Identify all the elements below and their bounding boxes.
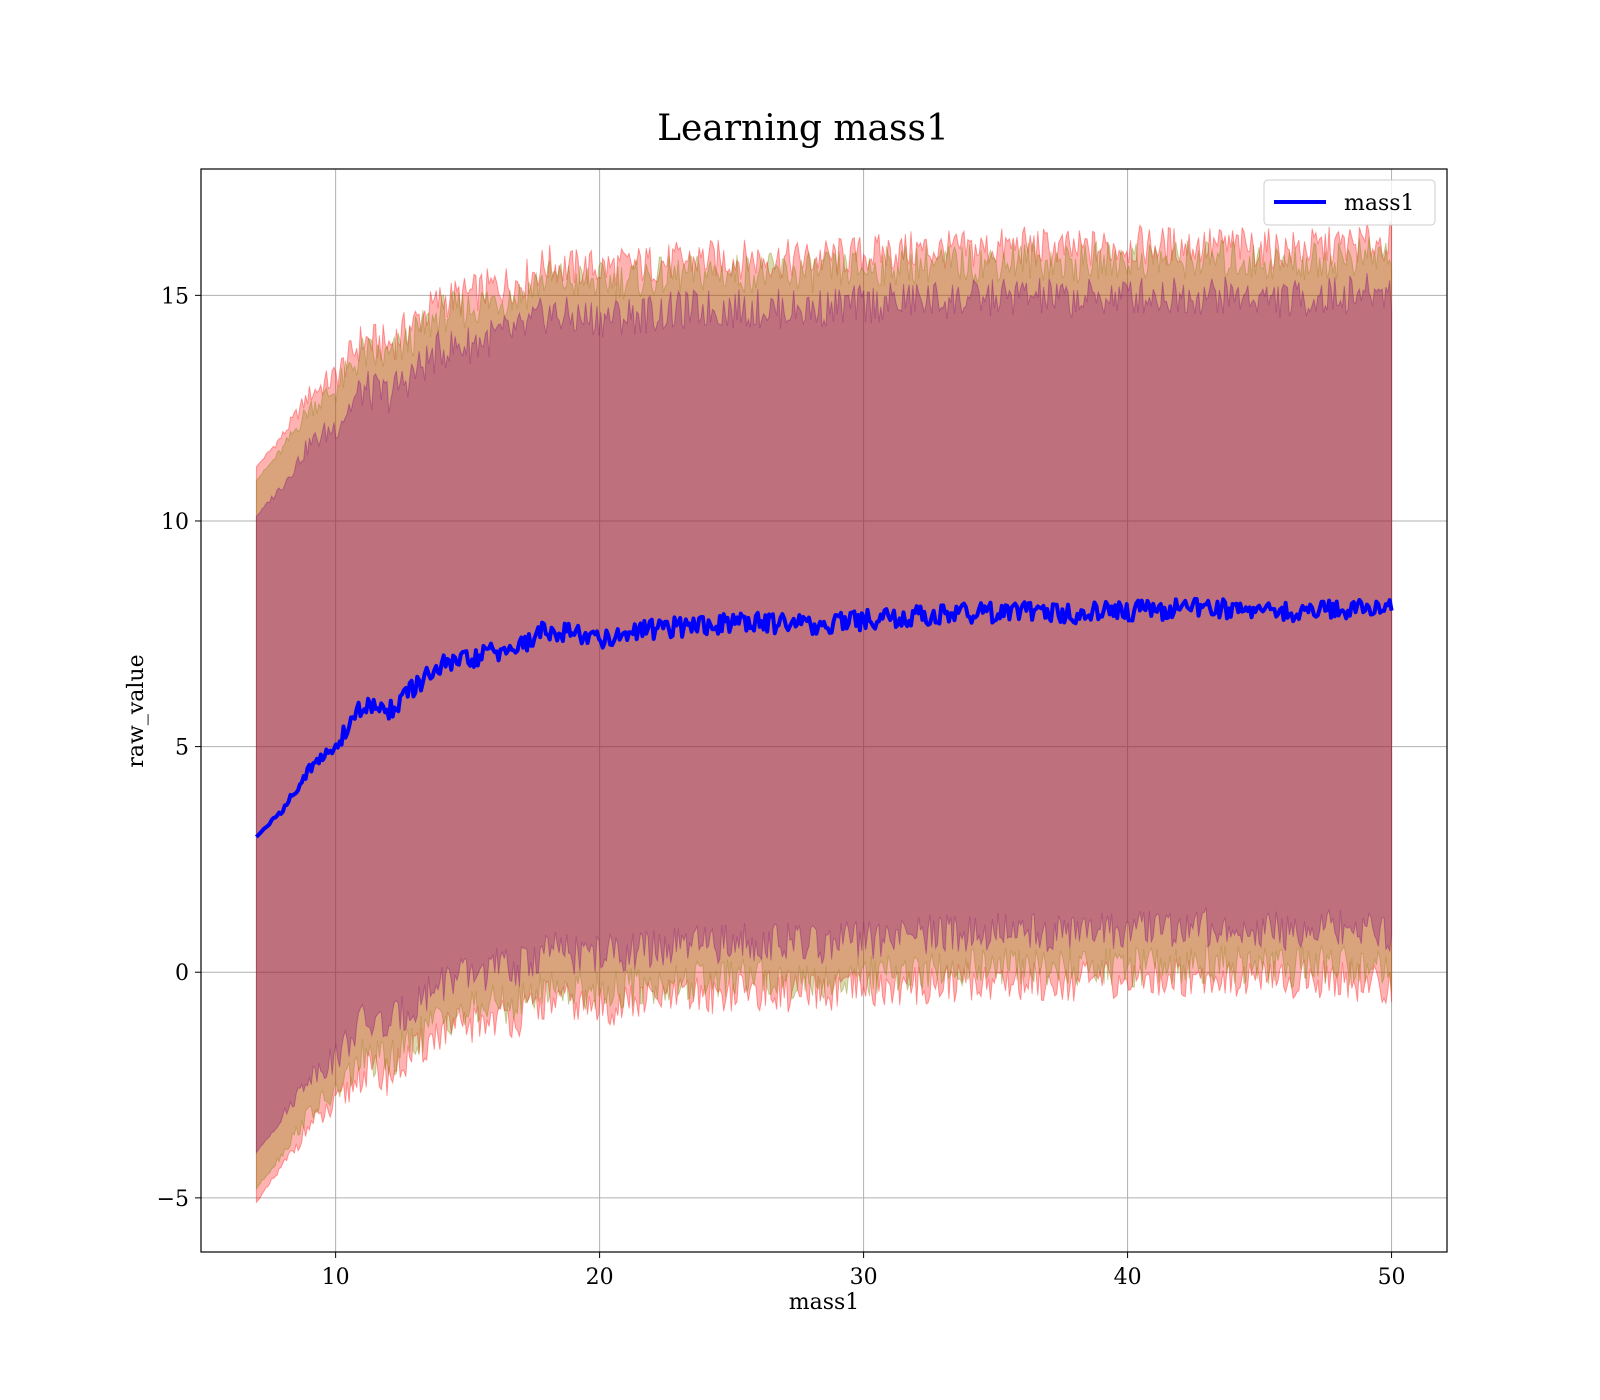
series-lines [254, 596, 1394, 839]
y-tick-label: 10 [161, 510, 189, 535]
x-tick-label: 40 [1114, 1265, 1142, 1290]
y-tick-label: −5 [157, 1187, 189, 1212]
confidence-band-1 [255, 219, 1393, 1204]
y-ticks: −5 0 5 10 15 [157, 284, 201, 1212]
legend: mass1 [1263, 179, 1436, 226]
x-ticks: 10 20 30 40 50 [322, 1252, 1406, 1290]
y-tick-label: 5 [175, 736, 189, 761]
x-tick-label: 50 [1378, 1265, 1406, 1290]
legend-label-mass1: mass1 [1344, 191, 1415, 216]
x-tick-label: 20 [586, 1265, 614, 1290]
bands [255, 219, 1393, 1204]
chart-title: Learning mass1 [657, 108, 949, 149]
series-line-mass1 [254, 596, 1394, 839]
plot-frame [200, 168, 1448, 1253]
confidence-band-2 [255, 237, 1393, 1191]
y-axis-label: raw_value [124, 654, 149, 767]
confidence-band-3 [255, 272, 1393, 1155]
y-tick-label: 15 [161, 284, 189, 309]
x-tick-label: 10 [322, 1265, 350, 1290]
x-axis-label: mass1 [789, 1290, 860, 1315]
legend-box [1263, 179, 1436, 226]
grid [201, 169, 1447, 1252]
x-tick-label: 30 [850, 1265, 878, 1290]
y-tick-label: 0 [175, 961, 189, 986]
